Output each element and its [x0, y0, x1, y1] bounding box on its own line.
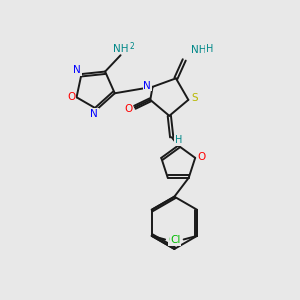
Text: H: H	[206, 44, 213, 54]
Text: NH: NH	[191, 45, 207, 56]
Text: Cl: Cl	[168, 235, 178, 245]
Text: Cl: Cl	[170, 235, 181, 245]
Text: S: S	[192, 93, 198, 103]
Text: N: N	[143, 81, 151, 91]
Text: NH: NH	[113, 44, 129, 54]
Text: N: N	[74, 65, 81, 76]
Text: O: O	[198, 152, 206, 162]
Text: N: N	[90, 109, 98, 118]
Text: O: O	[124, 104, 132, 114]
Text: 2: 2	[129, 42, 134, 51]
Text: O: O	[67, 92, 75, 102]
Text: =: =	[191, 44, 201, 58]
Text: H: H	[175, 135, 182, 145]
